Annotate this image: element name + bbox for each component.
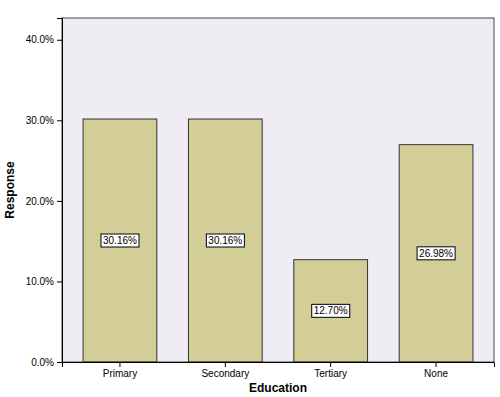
y-tick: 10.0% <box>26 276 62 287</box>
data-label-text: 30.16% <box>103 235 137 246</box>
x-tick: Secondary <box>201 362 249 379</box>
bar <box>399 145 473 362</box>
y-tick-mark <box>57 120 62 121</box>
y-tick: 30.0% <box>26 115 62 126</box>
bar <box>83 119 157 362</box>
y-tick-mark <box>57 281 62 282</box>
x-tick-mark <box>436 362 437 367</box>
data-label-box <box>101 234 139 247</box>
y-axis-title: Response <box>3 161 17 219</box>
y-tick-mark <box>57 362 62 363</box>
data-label-box <box>312 304 350 317</box>
x-tick-mark <box>119 362 120 367</box>
y-tick-label: 40.0% <box>26 34 54 45</box>
x-axis-line <box>63 363 495 368</box>
data-label-text: 26.98% <box>419 248 453 259</box>
x-tick: Tertiary <box>314 362 347 379</box>
data-label-box <box>206 234 244 247</box>
data-labels: 30.16% 30.16% 12.70% 26.98% <box>101 234 455 317</box>
x-tick-label: Primary <box>103 368 137 379</box>
x-tick-label: Secondary <box>201 368 249 379</box>
bars <box>83 119 473 362</box>
data-label: 26.98% <box>417 247 455 260</box>
y-tick-label: 30.0% <box>26 115 54 126</box>
x-axis: Primary Secondary Tertiary None <box>63 362 495 379</box>
data-label-text: 30.16% <box>208 235 242 246</box>
y-tick-mark <box>57 40 62 41</box>
y-axis-line <box>57 19 63 363</box>
bar <box>294 260 368 362</box>
y-tick-mark <box>57 201 62 202</box>
data-label: 12.70% <box>312 304 350 317</box>
chart: 0.0% 10.0% 20.0% 30.0% 40.0% Primary Secondary… <box>0 0 500 397</box>
data-label-box <box>417 247 455 260</box>
plot-background <box>62 18 494 362</box>
plot: 0.0% 10.0% 20.0% 30.0% 40.0% Primary Secondary… <box>26 18 495 379</box>
y-tick: 40.0% <box>26 34 62 45</box>
y-tick: 20.0% <box>26 196 62 207</box>
x-tick: Primary <box>103 362 137 379</box>
x-tick: None <box>424 362 448 379</box>
data-label-text: 12.70% <box>314 305 348 316</box>
data-label: 30.16% <box>206 234 244 247</box>
data-label: 30.16% <box>101 234 139 247</box>
y-tick-label: 20.0% <box>26 196 54 207</box>
y-tick: 0.0% <box>31 357 62 368</box>
bar <box>188 119 262 362</box>
x-tick-mark <box>225 362 226 367</box>
plot-frame <box>62 18 494 362</box>
y-tick-label: 10.0% <box>26 276 54 287</box>
x-tick-label: Tertiary <box>314 368 347 379</box>
y-tick-label: 0.0% <box>31 357 54 368</box>
y-axis: 0.0% 10.0% 20.0% 30.0% 40.0% <box>26 19 63 368</box>
x-tick-mark <box>330 362 331 367</box>
x-tick-label: None <box>424 368 448 379</box>
x-axis-title: Education <box>249 381 307 395</box>
